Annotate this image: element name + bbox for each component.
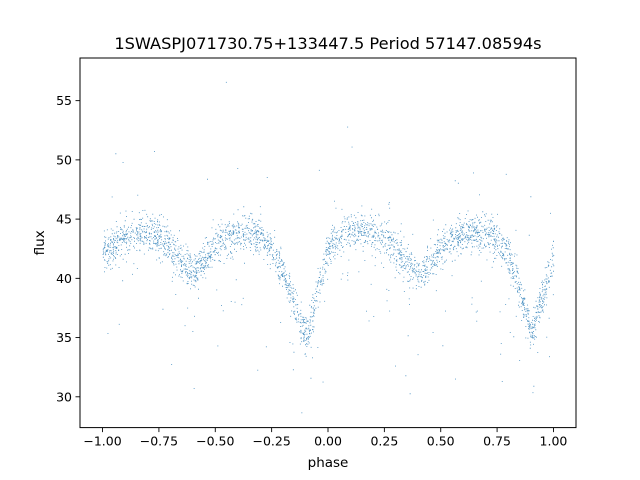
scatter-points (102, 81, 555, 414)
y-axis-ticks: 30 35 40 45 50 55 (56, 93, 80, 404)
x-tick-label: 0.50 (427, 434, 455, 449)
x-tick-label: −0.25 (252, 434, 290, 449)
y-tick-label: 30 (56, 389, 72, 404)
scatter-point-cloud (102, 81, 555, 414)
y-tick-label: 35 (56, 330, 72, 345)
x-tick-label: 0.75 (483, 434, 511, 449)
x-tick-label: −0.50 (196, 434, 234, 449)
chart-title: 1SWASPJ071730.75+133447.5 Period 57147.0… (114, 34, 541, 53)
x-tick-label: −1.00 (83, 434, 121, 449)
x-tick-label: 1.00 (540, 434, 568, 449)
y-tick-label: 45 (56, 212, 72, 227)
plot-frame (79, 57, 577, 429)
y-tick-label: 40 (56, 271, 72, 286)
y-tick-label: 50 (56, 152, 72, 167)
y-tick-label: 55 (56, 93, 72, 108)
y-axis-label: flux (32, 230, 48, 255)
x-tick-label: 0.25 (370, 434, 398, 449)
x-tick-label: 0.00 (314, 434, 342, 449)
x-axis-label: phase (308, 455, 349, 471)
x-axis-ticks: −1.00 −0.75 −0.50 −0.25 0.00 0.25 0.50 0.75 1.00 (83, 427, 568, 449)
x-tick-label: −0.75 (140, 434, 178, 449)
